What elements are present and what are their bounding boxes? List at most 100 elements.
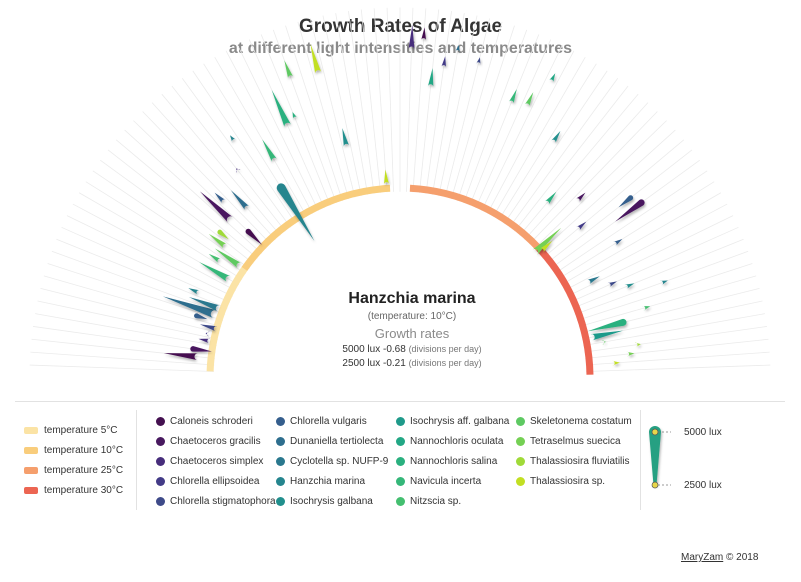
radial-gridline — [529, 111, 658, 245]
temperature-swatch — [24, 467, 38, 474]
species-legend-item[interactable]: Nannochloris salina — [396, 456, 497, 467]
growth-rate-mark[interactable] — [271, 89, 292, 128]
temperature-arc[interactable] — [536, 246, 594, 375]
growth-rate-mark[interactable] — [383, 169, 390, 185]
growth-rate-mark[interactable] — [214, 192, 226, 204]
temperature-arc[interactable] — [206, 267, 248, 372]
growth-rate-mark[interactable] — [532, 227, 562, 255]
species-legend-item[interactable]: Isochrysis galbana — [276, 496, 373, 507]
species-legend-item[interactable]: Thalassiosira sp. — [516, 476, 605, 487]
temperature-legend-item[interactable]: temperature 5°C — [24, 425, 117, 436]
species-legend-label: Isochrysis aff. galbana — [410, 416, 510, 427]
growth-rate-mark[interactable] — [615, 199, 645, 222]
growth-rate-mark[interactable] — [612, 360, 620, 366]
radial-chart[interactable] — [0, 0, 801, 400]
species-legend-label: Chlorella vulgaris — [290, 416, 367, 427]
species-legend-item[interactable]: Cyclotella sp. NUFP-9 — [276, 456, 388, 467]
growth-rate-mark[interactable] — [590, 330, 624, 341]
growth-rate-mark[interactable] — [575, 192, 586, 203]
species-legend-item[interactable]: Thalassiosira fluviatilis — [516, 456, 629, 467]
species-legend-item[interactable]: Chaetoceros simplex — [156, 456, 263, 467]
growth-rate-mark[interactable] — [214, 248, 242, 269]
growth-rate-mark[interactable] — [539, 240, 553, 253]
growth-rate-mark[interactable] — [310, 43, 322, 75]
growth-rate-mark[interactable] — [548, 73, 556, 83]
growth-rate-mark[interactable] — [551, 131, 561, 144]
temperature-legend-label: temperature 10°C — [44, 445, 124, 456]
growth-rate-mark[interactable] — [230, 190, 250, 211]
growth-rate-mark[interactable] — [575, 221, 587, 231]
species-legend-item[interactable]: Tetraselmus suecica — [516, 436, 621, 447]
growth-rate-mark[interactable] — [427, 68, 434, 88]
growth-rate-mark[interactable] — [642, 305, 651, 311]
credit-link[interactable]: MaryZam — [681, 552, 724, 563]
growth-rate-mark[interactable] — [601, 339, 606, 345]
growth-rate-mark[interactable] — [229, 135, 237, 143]
species-legend-item[interactable]: Chaetoceros gracilis — [156, 436, 261, 447]
growth-rate-mark[interactable] — [624, 283, 635, 290]
species-legend-item[interactable]: Chlorella ellipsoidea — [156, 476, 260, 487]
growth-rate-mark[interactable] — [162, 296, 217, 319]
growth-rate-mark[interactable] — [618, 195, 634, 208]
growth-rate-mark[interactable] — [217, 229, 229, 240]
growth-rate-mark[interactable] — [163, 353, 199, 361]
growth-rate-mark[interactable] — [292, 111, 298, 120]
growth-rate-mark[interactable] — [205, 331, 210, 337]
growth-rate-mark[interactable] — [408, 24, 415, 50]
growth-rate-mark[interactable] — [190, 346, 212, 352]
species-legend-item[interactable]: Dunaniella tertiolecta — [276, 436, 383, 447]
growth-rate-mark[interactable] — [188, 288, 200, 295]
growth-rate-mark[interactable] — [208, 233, 228, 249]
growth-rate-mark[interactable] — [421, 27, 427, 41]
growth-rate-mark[interactable] — [455, 44, 460, 53]
growth-rate-mark[interactable] — [588, 318, 627, 332]
growth-rate-mark[interactable] — [194, 313, 208, 320]
growth-rate-mark[interactable] — [441, 56, 447, 68]
species-legend-item[interactable]: Navicula incerta — [396, 476, 481, 487]
growth-rate-mark[interactable] — [262, 139, 278, 163]
growth-rate-mark[interactable] — [544, 191, 557, 206]
growth-rate-mark[interactable] — [199, 324, 218, 332]
growth-rate-mark[interactable] — [208, 253, 222, 264]
radial-gridline — [463, 29, 528, 204]
growth-rate-mark[interactable] — [198, 338, 211, 344]
growth-rate-marks[interactable] — [162, 24, 668, 366]
growth-rate-mark[interactable] — [524, 92, 534, 108]
growth-rate-mark[interactable] — [245, 228, 262, 245]
species-legend-item[interactable]: Chlorella vulgaris — [276, 416, 367, 427]
temperature-legend-item[interactable]: temperature 30°C — [24, 485, 123, 496]
growth-rate-mark[interactable] — [626, 351, 635, 357]
growth-rate-mark[interactable] — [475, 57, 481, 66]
growth-rate-mark[interactable] — [607, 281, 617, 288]
temperature-legend-item[interactable]: temperature 25°C — [24, 465, 123, 476]
growth-rate-mark[interactable] — [276, 183, 315, 242]
temperature-arc[interactable] — [241, 184, 391, 272]
species-legend-item[interactable]: Skeletonema costatum — [516, 416, 632, 427]
growth-rate-mark[interactable] — [659, 280, 668, 286]
growth-rate-mark[interactable] — [199, 191, 233, 223]
growth-rate-mark[interactable] — [188, 296, 221, 312]
species-legend-label: Dunaniella tertiolecta — [290, 436, 384, 447]
species-legend-item[interactable]: Isochrysis aff. galbana — [396, 416, 509, 427]
species-legend-item[interactable]: Caloneis schroderi — [156, 416, 253, 427]
species-dot — [156, 417, 165, 426]
species-legend-item[interactable]: Nannochloris oculata — [396, 436, 503, 447]
species-legend-item[interactable]: Hanzchia marina — [276, 476, 365, 487]
species-dot — [276, 497, 285, 506]
growth-rate-mark[interactable] — [634, 342, 641, 348]
species-legend-item[interactable]: Chlorella stigmatophora — [156, 496, 276, 507]
temperature-legend-item[interactable]: temperature 10°C — [24, 445, 123, 456]
species-dot — [276, 477, 285, 486]
radial-gridline — [285, 25, 343, 202]
species-legend-item[interactable]: Nitzscia sp. — [396, 496, 461, 507]
radial-gridline — [322, 15, 362, 196]
growth-rate-mark[interactable] — [586, 276, 600, 285]
temperature-arc[interactable] — [409, 184, 542, 251]
growth-rate-mark[interactable] — [342, 128, 350, 148]
growth-rate-mark[interactable] — [236, 168, 241, 173]
growth-rate-mark[interactable] — [199, 262, 231, 283]
growth-rate-mark[interactable] — [508, 89, 517, 105]
growth-rate-mark[interactable] — [284, 60, 294, 79]
growth-rate-mark[interactable] — [613, 239, 623, 247]
species-dot — [276, 417, 285, 426]
